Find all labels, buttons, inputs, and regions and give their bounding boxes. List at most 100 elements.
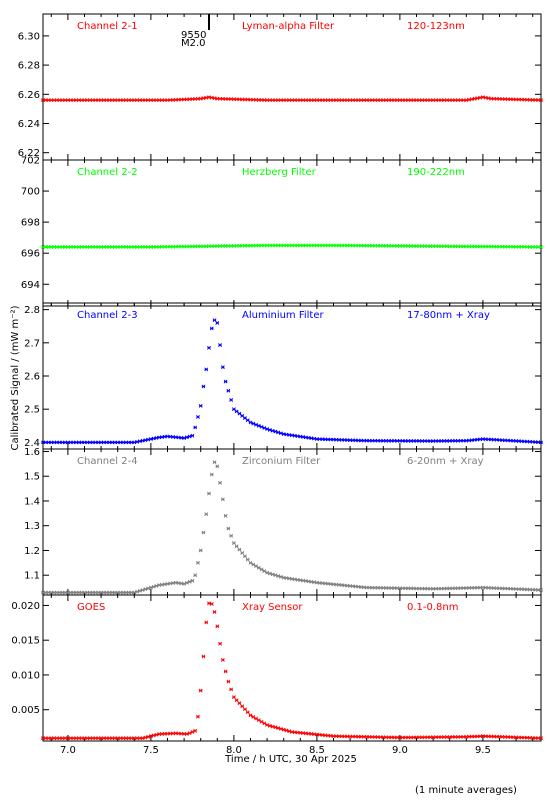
channel-label: Channel 2-3 bbox=[77, 310, 138, 321]
data-point bbox=[273, 573, 278, 578]
data-point bbox=[207, 345, 211, 350]
data-point bbox=[154, 584, 159, 588]
y-tick-label: 2.6 bbox=[24, 372, 40, 383]
data-point bbox=[215, 320, 220, 325]
data-point bbox=[279, 574, 283, 579]
data-point bbox=[226, 679, 231, 684]
data-point bbox=[198, 403, 203, 408]
data-point bbox=[279, 726, 283, 731]
data-point bbox=[237, 547, 242, 552]
y-tick-label: 702 bbox=[21, 156, 40, 167]
data-point bbox=[146, 734, 151, 739]
data-point bbox=[276, 726, 281, 731]
data-point bbox=[259, 567, 264, 572]
data-point bbox=[132, 440, 137, 445]
filter-label: Xray Sensor bbox=[242, 602, 303, 613]
panel-frame bbox=[42, 13, 542, 161]
data-point bbox=[184, 435, 189, 440]
data-point bbox=[193, 728, 198, 733]
data-point bbox=[267, 428, 272, 432]
y-tick-label: 694 bbox=[21, 280, 40, 291]
y-tick-label: 6.26 bbox=[18, 90, 40, 101]
y-tick-label: 6.30 bbox=[18, 31, 40, 42]
y-tick-label: 696 bbox=[21, 249, 40, 260]
data-point bbox=[204, 367, 209, 372]
data-point bbox=[201, 530, 206, 535]
data-point bbox=[201, 654, 206, 659]
filter-label: Herzberg Filter bbox=[242, 167, 317, 178]
y-tick-label: 2.7 bbox=[24, 338, 40, 349]
data-point bbox=[287, 729, 292, 734]
panel-1: 6.22 6.24 6.26 6.28 6.30 Channel 2-1 Lyman-alp… bbox=[18, 13, 543, 161]
data-point bbox=[245, 557, 250, 562]
data-point bbox=[256, 565, 261, 570]
y-tick-label: 0.020 bbox=[11, 601, 40, 612]
filter-label: Lyman-alpha Filter bbox=[242, 21, 335, 32]
data-point bbox=[254, 716, 258, 721]
y-tick-label: 1.4 bbox=[24, 496, 40, 507]
data-point bbox=[204, 620, 209, 625]
y-tick-label: 698 bbox=[21, 218, 40, 229]
data-point bbox=[276, 430, 281, 435]
y-tick-label: 0.010 bbox=[11, 670, 40, 681]
data-point bbox=[480, 95, 485, 100]
data-point bbox=[226, 388, 231, 393]
data-point bbox=[193, 425, 198, 430]
data-point bbox=[187, 579, 192, 584]
data-point bbox=[223, 669, 228, 674]
data-point bbox=[229, 398, 234, 402]
band-label: 6-20nm + Xray bbox=[407, 456, 484, 467]
data-point bbox=[265, 723, 270, 727]
data-point bbox=[209, 602, 214, 606]
data-point bbox=[148, 734, 153, 739]
data-point bbox=[143, 735, 148, 740]
data-point bbox=[201, 384, 206, 389]
data-point bbox=[184, 580, 189, 585]
band-label: 17-80nm + Xray bbox=[407, 310, 490, 321]
data-point bbox=[143, 438, 148, 443]
filter-label: Zirconium Filter bbox=[242, 456, 321, 467]
x-tick-label: 7.5 bbox=[143, 745, 159, 756]
band-label: 0.1-0.8nm bbox=[407, 602, 459, 613]
data-point bbox=[143, 587, 148, 592]
y-tick-label: 6.24 bbox=[18, 119, 40, 130]
panel-frame bbox=[42, 448, 542, 596]
data-point bbox=[151, 733, 156, 738]
data-point bbox=[215, 464, 220, 469]
y-tick-label: 1.1 bbox=[24, 571, 40, 582]
data-point bbox=[240, 704, 245, 709]
panel-frame bbox=[42, 594, 542, 742]
data-point bbox=[539, 736, 543, 741]
data-point bbox=[204, 512, 209, 517]
data-point bbox=[220, 497, 225, 502]
data-point bbox=[220, 365, 225, 370]
x-tick-label: 9.0 bbox=[392, 745, 408, 756]
flare-class-label: M2.0 bbox=[181, 38, 206, 49]
data-point bbox=[229, 533, 234, 538]
data-point bbox=[209, 95, 214, 100]
data-point bbox=[212, 318, 217, 323]
data-point bbox=[184, 732, 189, 736]
data-point bbox=[212, 460, 217, 465]
data-point bbox=[231, 695, 236, 700]
data-point bbox=[212, 96, 217, 101]
data-point bbox=[464, 98, 469, 103]
y-tick-label: 700 bbox=[21, 187, 40, 198]
data-point bbox=[209, 326, 214, 331]
y-tick-label: 2.8 bbox=[24, 305, 40, 316]
data-point bbox=[240, 551, 245, 555]
y-tick-label: 0.015 bbox=[11, 636, 40, 647]
y-axis-label: Calibrated Signal / (mW m⁻²) bbox=[10, 305, 21, 450]
data-point bbox=[190, 433, 195, 438]
data-point bbox=[231, 541, 236, 545]
panels-group: 6.22 6.24 6.26 6.28 6.30 Channel 2-1 Lyman-alp… bbox=[11, 13, 543, 756]
data-point bbox=[146, 586, 151, 591]
panel-frame bbox=[42, 302, 542, 450]
data-point bbox=[196, 415, 200, 419]
data-point bbox=[135, 439, 139, 444]
data-point bbox=[220, 657, 225, 662]
data-point bbox=[218, 641, 222, 646]
data-point bbox=[226, 526, 231, 531]
data-point bbox=[198, 688, 203, 693]
data-point bbox=[223, 513, 228, 518]
